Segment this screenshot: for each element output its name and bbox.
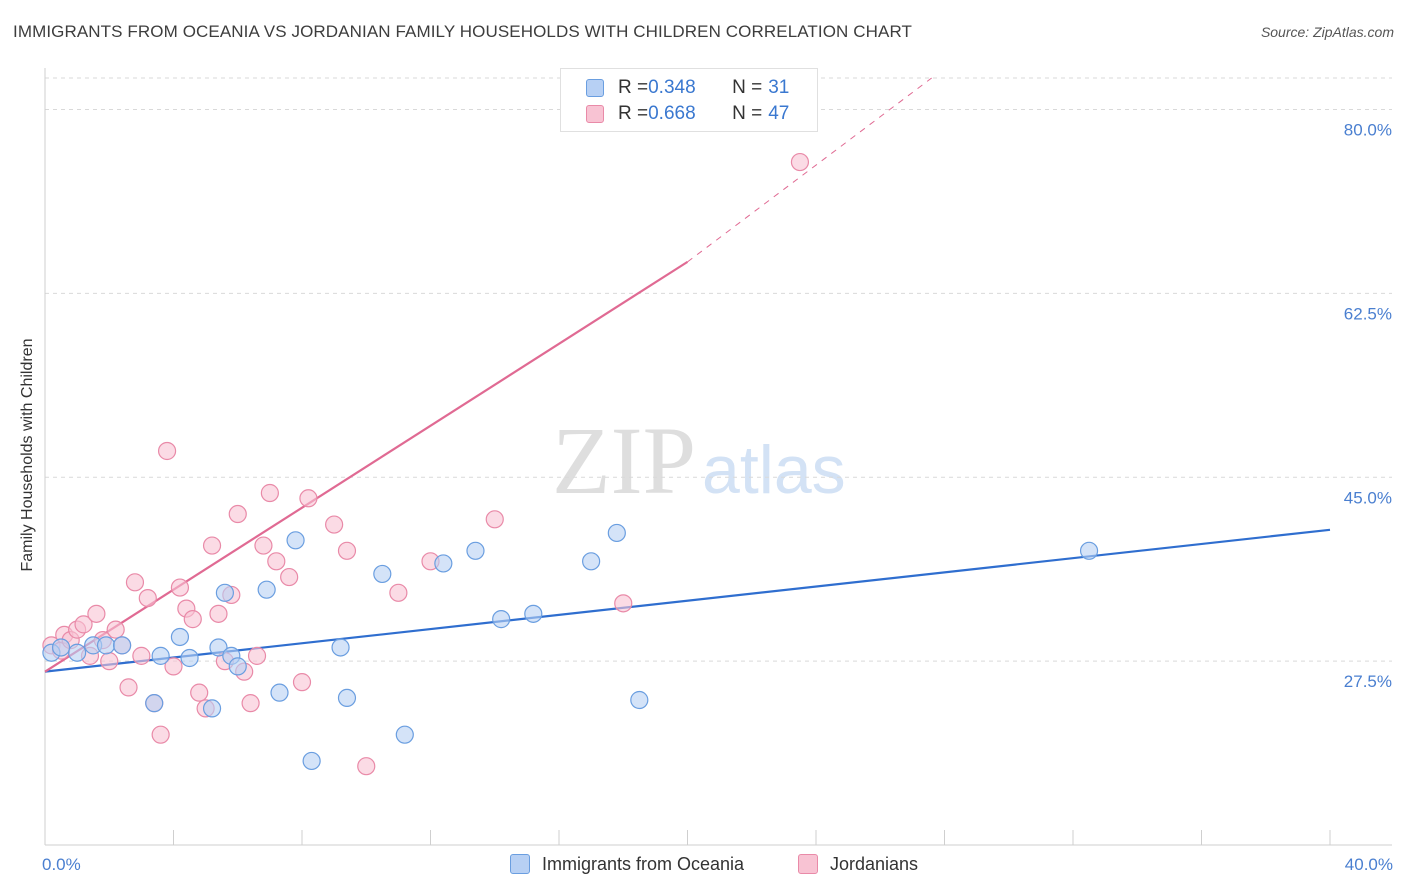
point-oceania <box>337 688 357 708</box>
point-oceania <box>270 683 289 702</box>
point-jordanians <box>254 536 273 555</box>
point-jordanians <box>485 510 504 529</box>
point-jordanians <box>138 588 157 608</box>
point-oceania <box>151 646 170 665</box>
point-jordanians <box>100 652 119 671</box>
legend-row-jordanians: R = 0.668 N = 47 <box>586 103 789 125</box>
point-jordanians <box>267 552 286 571</box>
legend-n-label: N = <box>732 77 763 98</box>
grid-layer <box>45 77 1392 662</box>
point-jordanians <box>292 673 312 692</box>
series-swatch-blue <box>510 854 530 874</box>
point-oceania <box>68 643 87 662</box>
legend-swatch-pink <box>586 105 604 123</box>
series-name-oceania: Immigrants from Oceania <box>542 853 745 874</box>
point-jordanians <box>614 594 633 613</box>
point-jordanians <box>170 578 190 597</box>
point-jordanians <box>247 646 267 665</box>
x-tick-label: 40.0% <box>1345 855 1393 874</box>
point-jordanians <box>106 620 125 639</box>
series-swatch-pink <box>798 854 818 874</box>
point-jordanians <box>164 657 183 676</box>
point-oceania <box>286 531 305 550</box>
series-legend-oceania: Immigrants from Oceania <box>510 852 744 876</box>
point-oceania <box>112 636 132 655</box>
point-oceania <box>215 583 234 602</box>
point-jordanians <box>74 615 93 634</box>
source-label: Source: ZipAtlas.com <box>1260 24 1394 40</box>
point-jordanians <box>228 504 247 524</box>
y-tick-label: 80.0% <box>1344 121 1392 140</box>
point-jordanians <box>299 489 318 508</box>
series-legend-jordanians: Jordanians <box>798 852 918 876</box>
point-oceania <box>257 580 276 599</box>
trend-layer <box>44 77 1331 673</box>
point-jordanians <box>389 583 408 602</box>
series-name-jordanians: Jordanians <box>830 853 919 874</box>
point-oceania <box>630 690 649 710</box>
legend-n-label: N = <box>732 103 763 124</box>
y-tick-label: 27.5% <box>1344 672 1392 691</box>
trend-line-jordanians <box>687 77 932 263</box>
point-oceania <box>373 564 392 584</box>
legend-r-label: R = <box>618 77 649 98</box>
trend-line-jordanians <box>44 260 689 673</box>
watermark: ZIPatlas <box>552 405 846 516</box>
point-jordanians <box>209 604 228 623</box>
point-jordanians <box>280 567 299 587</box>
point-oceania <box>170 627 190 647</box>
axis-layer <box>44 68 1392 846</box>
correlation-legend: R = 0.348 N = 31 R = 0.668 N = 47 <box>560 68 818 132</box>
point-jordanians <box>183 610 202 629</box>
point-jordanians <box>325 515 344 534</box>
legend-row-oceania: R = 0.348 N = 31 <box>586 77 789 99</box>
legend-n-value: 47 <box>768 103 790 124</box>
label-layer: 27.5% 45.0% 62.5% 80.0% 0.0% 40.0% <box>42 121 1393 874</box>
point-oceania <box>331 638 350 657</box>
point-oceania <box>434 554 453 573</box>
point-layer <box>42 152 1099 776</box>
point-oceania <box>145 694 164 713</box>
point-jordanians <box>132 646 151 665</box>
y-tick-label: 45.0% <box>1344 488 1392 507</box>
point-jordanians <box>157 441 177 461</box>
point-oceania <box>524 604 543 623</box>
point-oceania <box>466 541 485 560</box>
x-tick-label: 0.0% <box>42 855 81 874</box>
point-oceania <box>302 751 321 771</box>
point-oceania <box>582 552 601 571</box>
point-oceania <box>228 657 247 676</box>
point-oceania <box>96 636 116 655</box>
legend-r-label: R = <box>618 103 649 124</box>
point-jordanians <box>260 483 279 503</box>
point-oceania <box>1079 541 1099 560</box>
point-jordanians <box>190 683 209 702</box>
legend-swatch-blue <box>586 79 604 97</box>
point-oceania <box>607 523 626 543</box>
legend-r-value: 0.348 <box>648 77 696 98</box>
point-oceania <box>395 725 414 744</box>
point-jordanians <box>125 573 145 592</box>
point-oceania <box>209 638 228 657</box>
point-jordanians <box>151 725 170 744</box>
point-jordanians <box>241 694 260 713</box>
point-jordanians <box>357 757 376 776</box>
point-jordanians <box>202 536 222 555</box>
point-oceania <box>51 638 71 657</box>
watermark-atlas: atlas <box>702 432 846 508</box>
point-oceania <box>180 648 199 668</box>
point-jordanians <box>790 152 810 172</box>
point-jordanians <box>337 541 357 560</box>
watermark-zip: ZIP <box>552 407 696 514</box>
y-tick-label: 62.5% <box>1344 304 1392 323</box>
legend-r-value: 0.668 <box>648 103 696 124</box>
chart-title: IMMIGRANTS FROM OCEANIA VS JORDANIAN FAM… <box>13 22 912 41</box>
point-oceania <box>202 699 222 718</box>
point-jordanians <box>87 604 106 623</box>
point-jordanians <box>119 678 138 697</box>
legend-n-value: 31 <box>768 77 790 98</box>
point-oceania <box>492 610 511 629</box>
